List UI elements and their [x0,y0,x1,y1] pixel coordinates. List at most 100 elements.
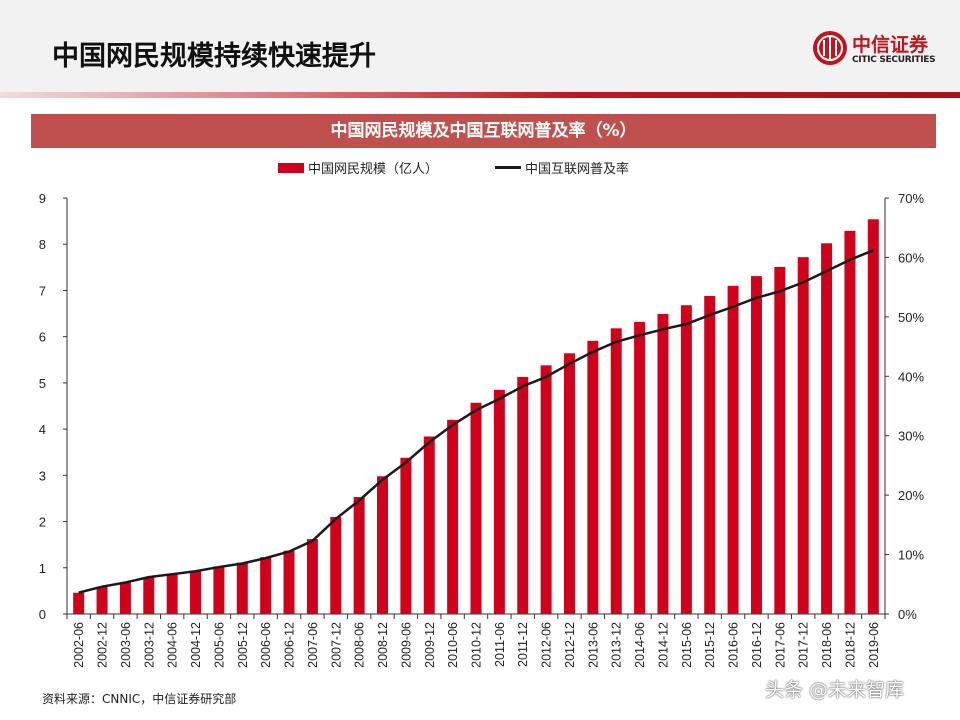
chart: 0 1 2 3 4 5 6 7 8 9 0% 10% 20% 30% 40% 50% 60% 70% 2002-06… [39,191,925,668]
left-tick-label: 2 [39,515,46,530]
logo-text-cn: 中信证券 [852,34,929,56]
x-tick-label: 2018-06 [820,622,834,668]
legend-label: 中国网民规模（亿人） [308,162,439,177]
right-tick-label: 40% [898,369,924,384]
legend-item-bar: 中国网民规模（亿人） [278,158,438,177]
x-tick-label: 2019-06 [867,622,881,668]
bar [634,321,646,614]
x-tick-label: 2014-12 [656,622,670,668]
x-tick-label: 2017-12 [797,622,811,668]
bar [470,402,482,614]
logo-text-en: CITIC SECURITIES [852,55,936,65]
bar [680,305,692,614]
x-tick-label: 2003-12 [142,622,156,668]
bar [96,586,108,614]
left-tick-label: 8 [39,237,46,252]
right-tick-label: 70% [898,191,924,206]
bar [353,497,365,614]
x-tick-label: 2012-06 [540,622,554,668]
bar [610,328,622,614]
bar [867,219,879,615]
bar [306,539,318,614]
bar [330,516,342,614]
x-tick-label: 2017-06 [773,622,787,668]
x-tick-label: 2003-06 [119,622,133,668]
bar [447,419,459,614]
x-tick-label: 2006-12 [283,622,297,668]
x-tick-label: 2010-06 [446,622,460,668]
bar [750,276,762,614]
bar [517,376,529,614]
legend-swatch-bar [278,162,304,173]
bar [844,230,856,614]
x-tick-label: 2013-12 [610,622,624,668]
x-tick-label: 2008-06 [353,622,367,668]
x-tick-label: 2010-12 [470,622,484,668]
x-tick-label: 2018-12 [843,622,857,668]
page-title: 中国网民规模持续快速提升 [52,41,376,72]
legend-item-line: 中国互联网普及率 [495,158,629,177]
x-tick-label: 2007-12 [329,622,343,668]
x-tick-label: 2008-12 [376,622,390,668]
x-tick-label: 2012-12 [563,622,577,668]
bar [657,314,669,614]
bar [73,592,85,614]
bar [236,562,248,614]
bar [704,295,716,614]
x-tick-label: 2005-12 [236,622,250,668]
bar [213,566,225,614]
right-tick-label: 30% [898,429,924,444]
x-tick-label: 2005-06 [212,622,226,668]
x-tick-label: 2006-06 [259,622,273,668]
chart-title: 中国网民规模及中国互联网普及率（%） [31,114,936,148]
x-tick-label: 2015-12 [703,622,717,668]
x-tick-label: 2014-06 [633,622,647,668]
x-tick-label: 2002-06 [72,622,86,668]
bar [727,285,739,614]
x-tick-label: 2004-12 [189,622,203,668]
x-tick-label: 2011-12 [516,622,530,667]
bar [143,577,155,614]
x-tick-label: 2015-06 [680,622,694,668]
x-tick-label: 2016-12 [750,622,764,668]
citic-logo: 中信证券 CITIC SECURITIES [812,30,952,70]
legend-label: 中国互联网普及率 [525,162,630,177]
x-tick-label: 2009-12 [423,622,437,668]
left-tick-label: 1 [39,561,46,576]
x-tick-label: 2009-06 [399,622,413,668]
x-tick-label: 2007-06 [306,622,320,668]
bar [540,365,552,614]
right-tick-label: 20% [898,488,924,503]
left-tick-label: 5 [39,376,46,391]
bar [166,573,178,614]
bar [400,457,412,614]
left-tick-label: 4 [39,422,46,437]
left-tick-label: 6 [39,330,46,345]
right-tick-label: 50% [898,310,924,325]
bar [821,243,833,614]
watermark: 头条 @未来智库 [765,679,905,701]
right-tick-label: 0% [898,607,917,622]
x-tick-label: 2011-06 [493,622,507,667]
bar [190,570,202,614]
bar [774,266,786,614]
bar [283,550,295,614]
bar [563,353,575,614]
legend-swatch-line [495,166,521,169]
left-tick-label: 3 [39,468,46,483]
right-tick-label: 60% [898,250,924,265]
bar [377,476,389,614]
bar [423,436,435,614]
header: 中国网民规模持续快速提升 中信证券 CITIC SECURITIES [0,0,960,92]
x-tick-label: 2013-06 [586,622,600,668]
right-tick-label: 10% [898,548,924,563]
bar [260,557,272,614]
left-tick-label: 9 [39,191,46,206]
header-divider [0,92,960,98]
x-tick-label: 2016-06 [727,622,741,668]
source-note: 资料来源：CNNIC，中信证券研究部 [42,692,237,706]
left-tick-label: 7 [39,283,46,298]
x-tick-label: 2002-12 [96,622,110,668]
left-tick-label: 0 [39,607,46,622]
bar [493,389,505,614]
